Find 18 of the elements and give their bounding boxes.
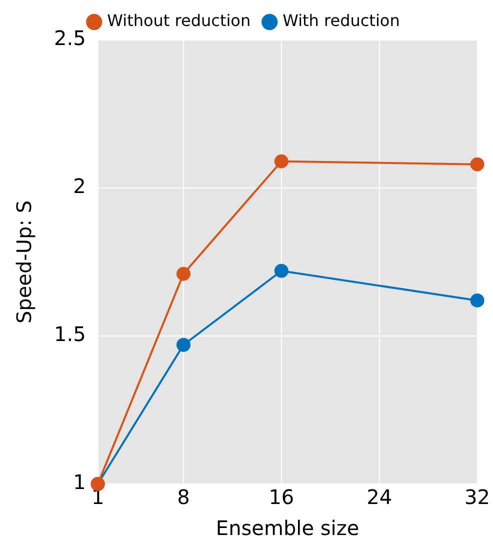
legend-label: With reduction (282, 11, 400, 30)
y-tick-label: 1 (73, 470, 86, 494)
point (274, 264, 288, 278)
y-tick-label: 2 (73, 174, 86, 198)
x-tick-label: 32 (464, 485, 490, 510)
point (274, 154, 288, 168)
x-axis-title: Ensemble size (216, 516, 360, 540)
y-tick-label: 2.5 (54, 26, 86, 50)
legend-label: Without reduction (107, 11, 251, 30)
x-tick-label: 8 (177, 485, 190, 510)
x-tick-label: 16 (268, 485, 294, 510)
point (470, 157, 484, 172)
y-axis-title: Speed-Up: S (12, 200, 36, 324)
point (176, 338, 190, 352)
x-tick-label: 24 (366, 485, 392, 510)
point (470, 293, 484, 308)
y-tick-label: 1.5 (54, 322, 86, 346)
point (176, 266, 190, 281)
